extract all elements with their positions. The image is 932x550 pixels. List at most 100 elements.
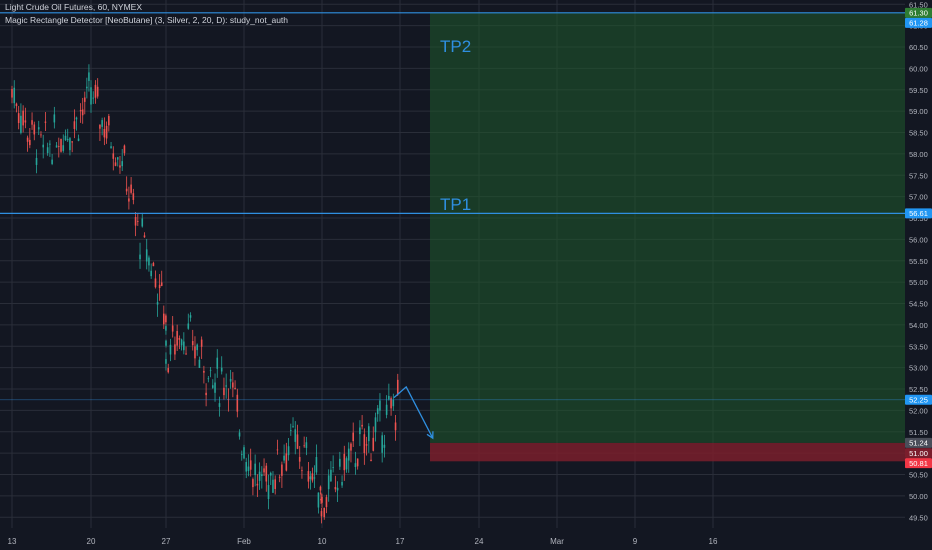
- candle: [261, 466, 263, 489]
- candle: [29, 128, 31, 149]
- candle: [214, 373, 216, 402]
- candle-body: [272, 479, 274, 493]
- candle-body: [96, 86, 99, 97]
- candle-body: [225, 385, 227, 387]
- candle: [392, 393, 395, 411]
- candle: [58, 137, 60, 158]
- candle-body: [42, 144, 44, 148]
- candle: [96, 78, 99, 99]
- candle: [176, 324, 178, 351]
- candle: [165, 352, 167, 371]
- candle: [20, 103, 22, 135]
- candle-body: [33, 124, 36, 135]
- candle: [200, 336, 203, 359]
- candle: [62, 134, 65, 153]
- candle-body: [171, 325, 174, 332]
- candle: [71, 141, 73, 153]
- y-tick-label: 57.00: [909, 193, 928, 202]
- candle-body: [379, 400, 381, 411]
- candle-body: [22, 110, 24, 126]
- price-badge-label: 56.61: [909, 209, 928, 218]
- candle: [390, 396, 392, 416]
- candle: [60, 138, 62, 153]
- candle-body: [361, 424, 363, 427]
- candle-body: [365, 444, 368, 446]
- candle: [247, 454, 250, 477]
- annotations: TP2 TP1: [440, 37, 471, 214]
- candle: [298, 445, 301, 469]
- candle-body: [191, 341, 194, 346]
- x-tick-label: Mar: [550, 537, 564, 546]
- x-tick-label: 16: [709, 537, 718, 546]
- candle: [139, 242, 141, 269]
- candle: [388, 383, 390, 401]
- y-tick-label: 54.50: [909, 300, 928, 309]
- candle: [165, 339, 167, 348]
- candle: [339, 451, 341, 470]
- candle: [81, 97, 84, 124]
- candle: [137, 213, 139, 226]
- candle-body: [94, 84, 97, 98]
- candle-body: [105, 125, 108, 139]
- candle: [379, 393, 381, 422]
- candle-body: [86, 86, 88, 89]
- candle-body: [245, 462, 248, 472]
- candle-body: [234, 387, 236, 390]
- candle: [114, 157, 117, 167]
- candle-body: [79, 110, 82, 112]
- candle: [254, 454, 256, 487]
- candle: [53, 106, 56, 129]
- candle: [112, 146, 115, 171]
- candle-body: [58, 146, 60, 147]
- candle: [183, 332, 185, 355]
- candle: [79, 103, 82, 123]
- candle-body: [11, 88, 13, 98]
- candle-body: [180, 339, 183, 346]
- candle-body: [274, 479, 276, 489]
- candle-body: [359, 427, 361, 435]
- candle: [347, 442, 350, 473]
- candle-body: [20, 115, 22, 133]
- candle-body: [114, 162, 117, 166]
- candle: [40, 131, 42, 138]
- candle-body: [298, 457, 301, 462]
- candle: [223, 377, 225, 400]
- y-tick-label: 50.00: [909, 492, 928, 501]
- stop-zone: [430, 442, 905, 462]
- candle-body: [311, 473, 314, 481]
- candle-body: [334, 486, 337, 490]
- x-tick-label: 13: [8, 537, 17, 546]
- candle: [185, 346, 187, 355]
- candle-body: [301, 470, 303, 472]
- price-badge-label: 61.30: [909, 8, 928, 17]
- candle-body: [196, 344, 198, 351]
- price-badge-bg: [905, 437, 932, 448]
- candle-body: [103, 129, 106, 138]
- candle-body: [92, 97, 95, 99]
- candle-body: [290, 430, 292, 432]
- symbol-title[interactable]: Light Crude Oil Futures, 60, NYMEX: [5, 2, 143, 12]
- candle-body: [363, 434, 366, 453]
- candle-body: [372, 437, 375, 451]
- candle-body: [319, 486, 322, 491]
- candle: [234, 380, 236, 390]
- candle: [294, 421, 297, 455]
- candle: [22, 105, 24, 133]
- candle: [187, 313, 190, 330]
- candle: [287, 437, 290, 461]
- candle-body: [381, 435, 383, 453]
- candle-body: [320, 498, 322, 501]
- candle: [321, 493, 323, 508]
- price-badge-bg: [905, 394, 932, 405]
- candle-body: [158, 284, 161, 289]
- candle: [171, 316, 174, 338]
- candle-body: [238, 432, 241, 437]
- candle: [225, 373, 227, 399]
- candle: [51, 153, 53, 166]
- candle: [309, 471, 312, 490]
- candle: [315, 444, 318, 475]
- indicator-title[interactable]: Magic Rectangle Detector [NeoButane] (3,…: [5, 15, 289, 25]
- candle-body: [132, 193, 135, 200]
- candle-body: [354, 463, 357, 468]
